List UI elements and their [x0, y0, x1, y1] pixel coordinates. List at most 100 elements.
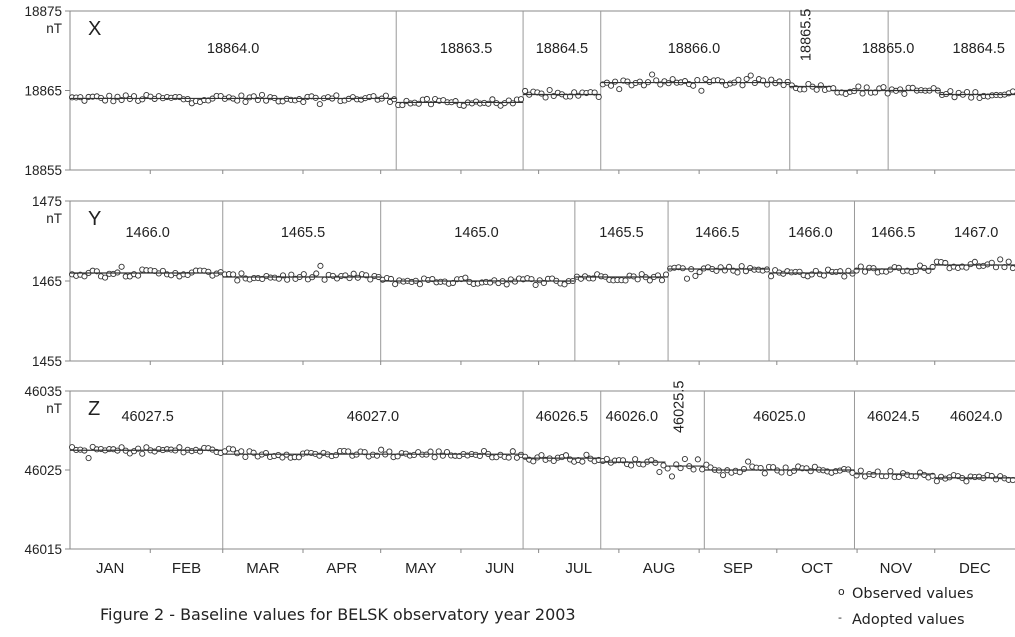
observed-point	[503, 281, 510, 288]
observed-point	[743, 75, 750, 83]
unit-label: nT	[46, 21, 62, 36]
observed-point	[665, 80, 672, 87]
observed-point	[262, 449, 270, 457]
observed-point	[313, 270, 320, 277]
observed-point	[861, 268, 869, 275]
observed-point	[901, 90, 908, 97]
observed-point	[542, 94, 549, 101]
y-tick-label: 1465	[32, 274, 62, 289]
observed-point	[317, 262, 324, 269]
observed-point	[630, 273, 637, 280]
observed-point	[963, 88, 971, 96]
observed-point	[782, 464, 789, 471]
observed-point	[346, 275, 353, 282]
observed-point	[333, 92, 340, 99]
observed-point	[859, 90, 866, 97]
unit-label: nT	[46, 211, 62, 226]
observed-point	[234, 277, 241, 284]
observed-point	[386, 98, 394, 106]
observed-point	[296, 96, 303, 103]
observed-point	[698, 87, 705, 94]
baseline-chart: 18875 18865 18855 nT X 18864.0 18863.5 18864.5 1…	[24, 4, 1015, 577]
baseline-value-label: 18865.5	[798, 9, 814, 61]
observed-point	[176, 444, 183, 451]
observed-point	[391, 96, 398, 103]
observed-point	[616, 86, 623, 93]
observed-point	[316, 101, 323, 108]
observed-point	[951, 94, 958, 101]
observed-point	[81, 273, 88, 280]
y-tick-label: 1455	[32, 354, 62, 369]
baseline-value-label: 1465.5	[281, 225, 325, 241]
observed-point	[699, 466, 706, 473]
legend-observed-label: Observed values	[852, 586, 974, 602]
observed-point	[820, 272, 828, 279]
observed-point	[230, 271, 237, 278]
observed-point	[662, 271, 670, 278]
observed-point	[378, 446, 385, 453]
observed-point	[1009, 265, 1015, 272]
observed-point	[106, 92, 113, 99]
observed-point	[632, 456, 639, 463]
observed-point	[784, 78, 791, 85]
observed-point	[739, 82, 746, 89]
observed-point	[690, 466, 697, 473]
observed-point	[139, 450, 146, 457]
observed-point	[734, 269, 741, 276]
observed-point	[513, 454, 520, 461]
observed-point	[863, 84, 870, 91]
observed-point	[790, 467, 798, 474]
unit-label: nT	[46, 401, 62, 416]
observed-point	[505, 454, 512, 461]
legend-adopted: - Adopted values	[838, 611, 965, 628]
y-tick-label: 18875	[24, 4, 62, 19]
observed-point	[1005, 258, 1012, 265]
observed-point	[897, 86, 904, 93]
observed-point	[386, 448, 393, 455]
observed-point	[703, 461, 710, 468]
observed-point	[258, 91, 266, 98]
observed-point	[279, 454, 286, 461]
observed-point	[887, 468, 894, 475]
baseline-value-label: 1466.5	[695, 225, 739, 241]
observed-point	[988, 472, 995, 480]
panel-X: 18875 18865 18855 nT X 18864.0 18863.5 18864.5 1…	[24, 4, 1015, 178]
observed-point	[692, 272, 699, 279]
observed-point	[238, 448, 245, 455]
baseline-value-label: 46027.5	[121, 409, 173, 425]
y-tick-label: 46035	[24, 384, 62, 399]
observed-point	[85, 455, 92, 462]
observed-point	[628, 462, 635, 469]
observed-point	[509, 448, 516, 455]
observed-point	[595, 93, 602, 100]
y-tick-label: 46025	[24, 463, 62, 478]
observed-point	[768, 273, 775, 280]
observed-point	[540, 279, 547, 286]
observed-point	[229, 446, 237, 453]
observed-point	[841, 273, 848, 280]
baseline-value-label: 46026.5	[536, 409, 588, 425]
observed-point	[562, 452, 570, 459]
baseline-value-label: 46024.0	[950, 409, 1002, 425]
observed-point	[238, 92, 245, 99]
observed-point	[857, 467, 864, 474]
observed-point	[669, 76, 676, 83]
baseline-value-label: 46027.0	[347, 409, 399, 425]
observed-point	[427, 448, 434, 455]
baseline-value-label: 18864.5	[536, 41, 588, 57]
observed-point	[668, 473, 676, 480]
observed-point	[895, 473, 902, 481]
observed-point	[205, 268, 212, 275]
observed-point	[720, 472, 727, 479]
observed-point	[312, 94, 319, 101]
month-label: OCT	[801, 560, 833, 577]
observed-point	[735, 76, 742, 83]
observed-point	[872, 89, 879, 96]
observed-point	[997, 256, 1004, 263]
observed-point	[947, 88, 954, 95]
observed-point	[933, 478, 940, 485]
y-tick-label: 1475	[32, 194, 62, 209]
baseline-value-label: 46025.0	[753, 409, 805, 425]
observed-point	[694, 76, 701, 84]
baseline-value-label: 1465.0	[454, 225, 498, 241]
